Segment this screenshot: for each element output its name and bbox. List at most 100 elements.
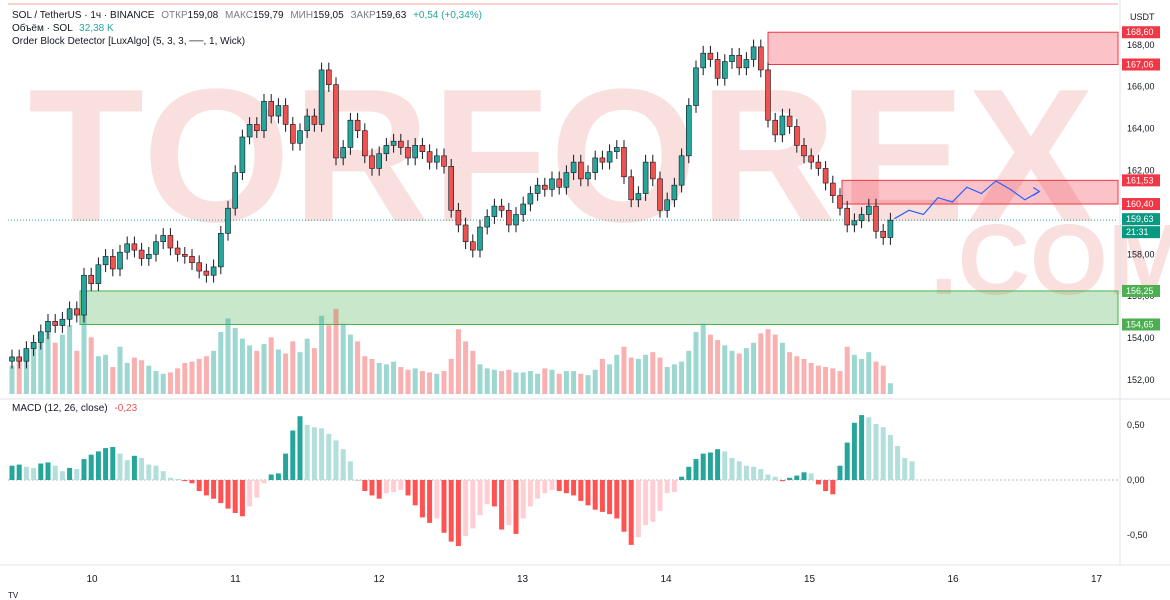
candle[interactable] bbox=[462, 217, 469, 250]
candle[interactable] bbox=[621, 140, 627, 185]
candle[interactable] bbox=[88, 267, 94, 291]
candle[interactable] bbox=[174, 240, 181, 262]
candle[interactable] bbox=[153, 234, 159, 262]
candle[interactable] bbox=[541, 177, 548, 197]
candle[interactable] bbox=[455, 202, 462, 233]
candle[interactable] bbox=[851, 213, 858, 233]
candle[interactable] bbox=[477, 219, 483, 258]
candle[interactable] bbox=[693, 60, 699, 113]
candle[interactable] bbox=[613, 140, 620, 159]
candle[interactable] bbox=[585, 165, 591, 187]
candle[interactable] bbox=[786, 108, 793, 134]
candle[interactable] bbox=[376, 146, 383, 176]
candle[interactable] bbox=[167, 228, 174, 256]
candle[interactable] bbox=[649, 154, 656, 187]
candle[interactable] bbox=[397, 133, 404, 155]
candle[interactable] bbox=[570, 154, 577, 180]
candle[interactable] bbox=[325, 62, 332, 92]
candle[interactable] bbox=[714, 52, 721, 86]
candle[interactable] bbox=[347, 112, 354, 155]
candle[interactable] bbox=[858, 207, 865, 229]
candle[interactable] bbox=[239, 129, 246, 180]
candle[interactable] bbox=[218, 226, 224, 275]
candle[interactable] bbox=[254, 117, 260, 139]
candle[interactable] bbox=[289, 117, 296, 151]
candle[interactable] bbox=[9, 349, 15, 369]
candle[interactable] bbox=[268, 94, 275, 124]
candle[interactable] bbox=[318, 62, 325, 132]
candle[interactable] bbox=[59, 311, 66, 333]
candle[interactable] bbox=[534, 177, 541, 201]
candle[interactable] bbox=[880, 223, 887, 245]
candle[interactable] bbox=[577, 154, 584, 187]
candle[interactable] bbox=[261, 94, 267, 139]
candle[interactable] bbox=[520, 196, 527, 222]
candle[interactable] bbox=[757, 39, 764, 78]
candle[interactable] bbox=[81, 267, 87, 323]
candle[interactable] bbox=[844, 200, 851, 233]
tv-logo[interactable]: TV bbox=[8, 591, 19, 600]
macd-legend[interactable]: MACD (12, 26, close) -0,23 bbox=[12, 403, 137, 414]
candle[interactable] bbox=[592, 150, 599, 180]
candle[interactable] bbox=[419, 138, 426, 159]
candle[interactable] bbox=[563, 165, 570, 195]
candle[interactable] bbox=[426, 144, 433, 170]
candle[interactable] bbox=[815, 154, 822, 176]
candle[interactable] bbox=[765, 62, 771, 128]
candle[interactable] bbox=[45, 314, 51, 340]
candle[interactable] bbox=[146, 246, 152, 266]
candle[interactable] bbox=[822, 161, 829, 191]
candle[interactable] bbox=[333, 77, 339, 166]
candle[interactable] bbox=[160, 228, 166, 250]
candle[interactable] bbox=[95, 257, 102, 291]
candle[interactable] bbox=[189, 249, 195, 271]
candle[interactable] bbox=[491, 198, 498, 224]
candle[interactable] bbox=[361, 123, 368, 164]
candle[interactable] bbox=[210, 259, 217, 283]
candle[interactable] bbox=[873, 198, 879, 239]
candle[interactable] bbox=[671, 177, 678, 208]
candle[interactable] bbox=[628, 169, 635, 208]
candle[interactable] bbox=[527, 186, 534, 212]
candle[interactable] bbox=[124, 236, 130, 260]
candle[interactable] bbox=[484, 209, 491, 235]
candle[interactable] bbox=[700, 45, 707, 76]
candle[interactable] bbox=[297, 123, 303, 151]
candle[interactable] bbox=[102, 249, 109, 273]
candle[interactable] bbox=[412, 138, 419, 166]
candle[interactable] bbox=[721, 54, 728, 86]
candle[interactable] bbox=[829, 175, 836, 203]
candle[interactable] bbox=[203, 263, 210, 283]
candle[interactable] bbox=[52, 314, 59, 333]
candle[interactable] bbox=[138, 242, 145, 266]
candle[interactable] bbox=[225, 200, 231, 241]
candle[interactable] bbox=[556, 171, 563, 195]
candle[interactable] bbox=[74, 301, 80, 323]
candle[interactable] bbox=[779, 108, 786, 143]
candle[interactable] bbox=[808, 148, 815, 170]
candle[interactable] bbox=[657, 171, 663, 218]
candle[interactable] bbox=[549, 171, 555, 197]
candle[interactable] bbox=[729, 47, 735, 69]
candle[interactable] bbox=[505, 202, 512, 233]
candle[interactable] bbox=[282, 98, 289, 132]
candle[interactable] bbox=[599, 150, 606, 170]
candle[interactable] bbox=[354, 112, 361, 139]
candle[interactable] bbox=[801, 138, 807, 164]
candle[interactable] bbox=[743, 52, 750, 76]
volume-legend[interactable]: Объём · SOL 32,38 K bbox=[12, 23, 114, 35]
candle[interactable] bbox=[498, 198, 505, 218]
candle[interactable] bbox=[311, 108, 318, 132]
candle[interactable] bbox=[275, 98, 282, 124]
candle[interactable] bbox=[606, 144, 613, 170]
candle[interactable] bbox=[246, 117, 253, 145]
indicator-legend[interactable]: Order Block Detector [LuxAlgo] (5, 3, 3,… bbox=[12, 36, 245, 48]
candle[interactable] bbox=[513, 207, 519, 233]
candle[interactable] bbox=[117, 244, 123, 277]
candle[interactable] bbox=[664, 192, 671, 218]
candle[interactable] bbox=[865, 198, 872, 222]
candle[interactable] bbox=[16, 349, 23, 369]
candle[interactable] bbox=[685, 98, 692, 164]
candle[interactable] bbox=[23, 341, 30, 369]
